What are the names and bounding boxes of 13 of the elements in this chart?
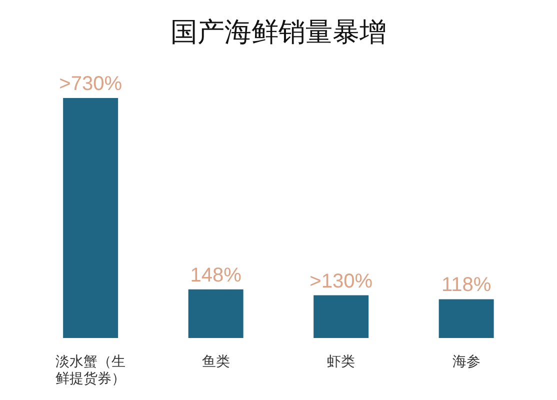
bar: [314, 295, 369, 338]
data-label: 148%: [190, 264, 242, 286]
data-label: >730%: [59, 73, 122, 95]
bar: [188, 289, 244, 338]
data-label: >130%: [310, 270, 373, 292]
x-tick-label: 鱼类: [202, 353, 230, 369]
x-tick-label: 淡水蟹（生鲜提货券）: [56, 353, 126, 386]
bar: [438, 299, 494, 338]
data-label: 118%: [441, 274, 492, 296]
chart-title: 国产海鲜销量暴增: [170, 16, 388, 49]
x-tick-label: 海参: [452, 353, 480, 369]
bar: [63, 98, 118, 338]
x-tick-label: 虾类: [327, 353, 356, 369]
